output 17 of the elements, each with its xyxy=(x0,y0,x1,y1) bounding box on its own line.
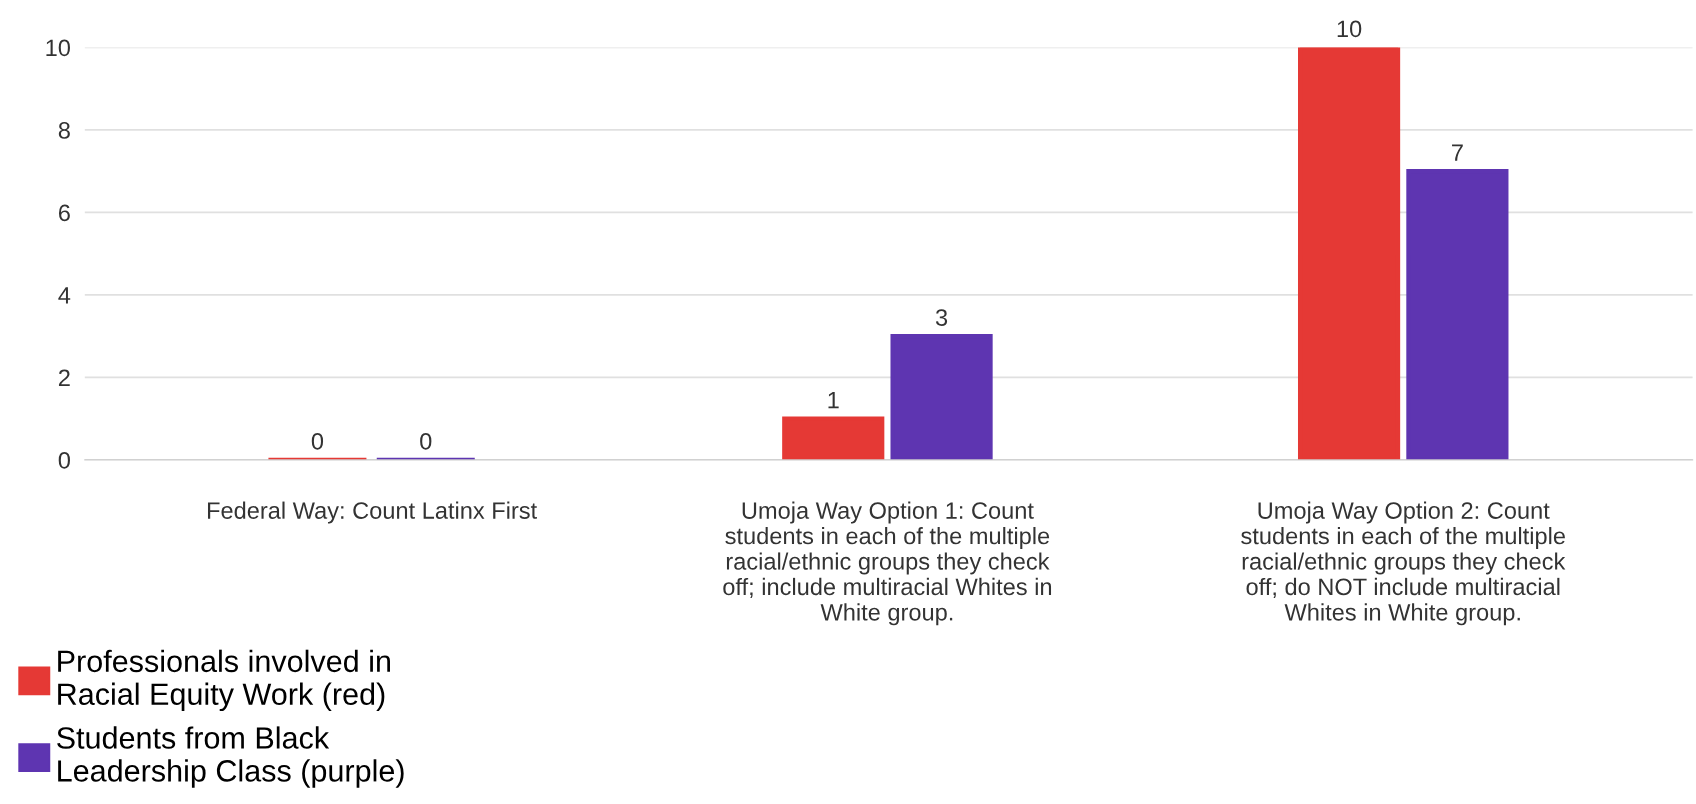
legend-label: Students from Black Leadership Class (purple) xyxy=(57,726,404,788)
x-tick-label: Umoja Way Option 2: Count students in each of the multiple racial/ethnic groups they check off; do NOT include multiracial Whites in White group. xyxy=(1241,501,1566,626)
data-label: 10 xyxy=(1337,20,1362,38)
legend-label: Professionals involved in Racial Equity Work (red) xyxy=(58,649,390,712)
x-tick-label: Federal Way: Count Latinx First xyxy=(207,501,537,524)
y-tick-label: 6 xyxy=(58,204,70,222)
data-label: 3 xyxy=(935,309,948,326)
y-tick-label: 10 xyxy=(46,39,70,57)
y-tick-label: 2 xyxy=(58,369,70,386)
y-tick-label: 8 xyxy=(58,121,70,139)
x-tick-label: Umoja Way Option 1: Count students in each of the multiple racial/ethnic groups they check off; include multiracial Whites in White group. xyxy=(723,501,1052,626)
data-label: 0 xyxy=(420,432,432,450)
data-label: 7 xyxy=(1452,144,1463,161)
y-tick-label: 4 xyxy=(58,287,71,304)
data-label: 1 xyxy=(828,391,839,409)
data-label: 0 xyxy=(311,432,324,450)
y-tick-label: 0 xyxy=(58,451,70,469)
